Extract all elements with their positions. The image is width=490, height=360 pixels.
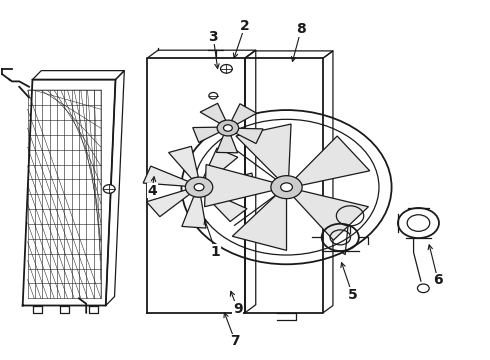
- Polygon shape: [143, 166, 188, 186]
- Polygon shape: [236, 124, 291, 178]
- Text: 2: 2: [240, 19, 250, 33]
- Polygon shape: [147, 190, 190, 217]
- Text: 6: 6: [433, 273, 443, 287]
- Text: 3: 3: [208, 30, 218, 44]
- Text: 7: 7: [230, 334, 240, 348]
- Text: 9: 9: [233, 302, 243, 316]
- Text: 1: 1: [211, 245, 220, 259]
- Text: 5: 5: [347, 288, 357, 302]
- Polygon shape: [169, 146, 198, 179]
- Circle shape: [103, 185, 115, 193]
- Circle shape: [194, 184, 204, 191]
- Text: 8: 8: [296, 22, 306, 36]
- Circle shape: [281, 183, 293, 192]
- Polygon shape: [212, 173, 255, 191]
- Circle shape: [271, 176, 302, 199]
- Polygon shape: [296, 136, 370, 185]
- Circle shape: [220, 64, 232, 73]
- Polygon shape: [232, 104, 257, 124]
- Circle shape: [209, 93, 218, 99]
- Polygon shape: [205, 165, 272, 207]
- Polygon shape: [182, 197, 206, 228]
- Text: 4: 4: [147, 184, 157, 198]
- Polygon shape: [236, 128, 263, 144]
- Polygon shape: [294, 191, 368, 240]
- Circle shape: [217, 120, 239, 136]
- Polygon shape: [203, 148, 238, 180]
- Circle shape: [417, 284, 429, 293]
- Polygon shape: [232, 195, 287, 251]
- Circle shape: [185, 177, 213, 197]
- Polygon shape: [200, 103, 226, 123]
- Polygon shape: [217, 135, 238, 153]
- Polygon shape: [193, 127, 219, 143]
- Polygon shape: [206, 192, 247, 221]
- Circle shape: [223, 125, 232, 131]
